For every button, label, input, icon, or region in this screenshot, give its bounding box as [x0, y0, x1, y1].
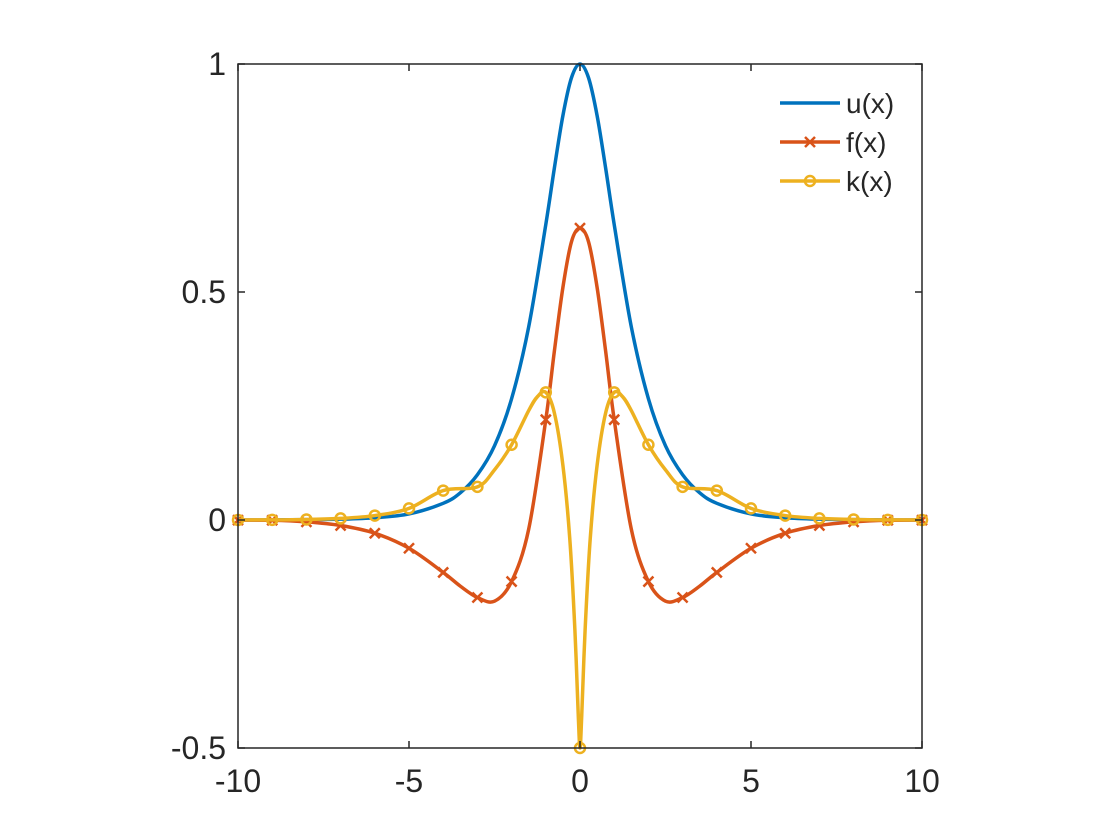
data-point-kx: [265, 513, 279, 527]
data-point-kx: [436, 484, 450, 497]
data-point-kx: [744, 502, 758, 515]
data-point-kx: [676, 480, 689, 494]
data-point-kx: [710, 484, 724, 497]
data-point-kx: [368, 509, 382, 522]
data-point-fx: [779, 527, 792, 540]
data-point-kx: [881, 513, 895, 527]
data-point-fx: [403, 542, 415, 555]
data-point-fx: [437, 566, 450, 579]
data-point-kx: [778, 509, 792, 522]
data-point-kx: [402, 502, 416, 515]
data-point-kx: [607, 386, 621, 399]
legend-label: u(x): [846, 88, 894, 119]
x-tick-label: 5: [742, 763, 760, 799]
ticks-layer: -10 -5 0 5 10 -0.5 0 0.5 1: [171, 46, 940, 799]
data-point-kx: [539, 386, 553, 399]
data-point-kx: [505, 438, 518, 452]
data-point-fx: [676, 591, 689, 604]
data-point-fx: [642, 575, 655, 588]
y-tick-label: -0.5: [171, 730, 226, 766]
y-tick-label: 0: [208, 502, 226, 538]
data-point-kx: [334, 512, 347, 525]
data-point-kx: [642, 438, 655, 452]
legend-marker: [803, 174, 817, 188]
y-tick-label: 0.5: [182, 274, 226, 310]
legend-item-kx: k(x): [780, 166, 893, 197]
y-tick-label: 1: [208, 46, 226, 82]
data-point-fx: [608, 413, 621, 426]
series-line-fx: [237, 226, 923, 604]
series-ux: [237, 62, 923, 522]
data-point-fx: [505, 575, 518, 588]
data-point-fx: [368, 527, 381, 540]
legend-label: k(x): [846, 166, 893, 197]
legend-item-fx: f(x): [780, 127, 886, 158]
x-tick-label: -10: [215, 763, 261, 799]
legend-label: f(x): [846, 127, 886, 158]
series-kx: [231, 386, 929, 755]
axes-box: [237, 63, 923, 749]
x-tick-label: 10: [904, 763, 940, 799]
data-point-fx: [574, 222, 586, 235]
legend-item-ux: u(x): [780, 88, 894, 119]
series-line-kx: [237, 389, 923, 750]
data-point-fx: [745, 542, 757, 555]
legend: u(x) f(x) k(x): [780, 88, 894, 197]
series-layer: [231, 62, 929, 755]
data-point-kx: [300, 513, 313, 526]
data-point-fx: [471, 591, 484, 604]
x-tick-label: 0: [571, 763, 589, 799]
data-point-kx: [813, 512, 826, 525]
data-point-fx: [710, 566, 723, 579]
x-tick-label: -5: [395, 763, 423, 799]
data-point-kx: [847, 513, 860, 526]
series-line-ux: [237, 62, 923, 522]
data-point-kx: [471, 480, 484, 494]
legend-marker: [804, 136, 816, 148]
series-fx: [232, 222, 928, 604]
data-point-fx: [539, 413, 552, 426]
